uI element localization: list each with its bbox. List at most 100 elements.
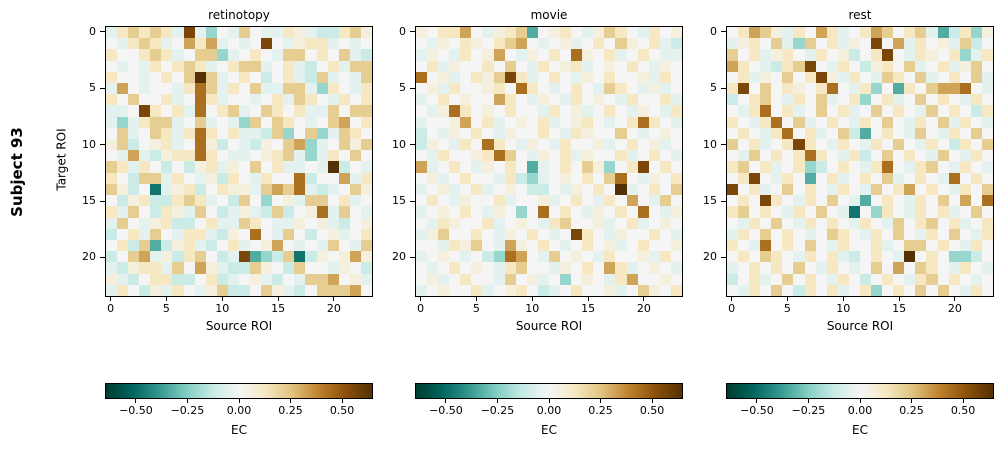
heatmap-cell [882,71,894,84]
heatmap-cell [338,284,350,296]
heatmap-cell [238,94,251,106]
heatmap-cell [449,105,461,117]
heatmap-cell [848,195,860,207]
heatmap-cell [648,83,660,95]
heatmap-cell [738,127,750,140]
heatmap-cell [183,217,195,229]
heatmap-cell [338,183,350,196]
heatmap-cell [238,195,251,207]
heatmap-cell [216,161,228,173]
heatmap-cell [648,161,660,173]
heatmap-cell [272,284,284,296]
heatmap-cell [172,262,184,274]
heatmap-cell [915,127,927,140]
heatmap-cell [937,217,949,229]
heatmap-cell [959,206,971,218]
heatmap-cell [826,83,838,95]
heatmap-cell [150,217,162,229]
heatmap-cell [826,228,838,240]
heatmap-cell [615,284,627,296]
heatmap-cell [504,83,516,95]
heatmap-cell [438,172,450,184]
heatmap-cell [871,60,883,72]
heatmap-cell [793,172,805,184]
heatmap-cell [360,284,372,296]
heatmap-cell [360,116,372,128]
heatmap-cell [571,49,583,61]
heatmap-cell [637,83,649,95]
heatmap-cell [648,38,660,50]
heatmap-cell [560,172,572,184]
heatmap-cell [948,127,960,140]
heatmap-cell [749,94,761,106]
heatmap-cell [427,183,439,196]
heatmap-cell [659,150,671,162]
heatmap-cell [826,284,838,296]
heatmap-cell [327,183,339,196]
heatmap-cell [161,127,173,140]
y-tick-label: 5 [399,81,406,95]
heatmap-cell [771,183,783,196]
heatmap-cell [504,273,516,285]
heatmap-cell [926,251,938,263]
heatmap-cell [360,251,372,263]
heatmap-cell [893,27,905,39]
heatmap-cell [815,83,827,95]
heatmap-cell [760,206,772,218]
heatmap-cell [194,183,206,196]
heatmap-cell [449,71,461,84]
heatmap-cell [859,206,872,218]
heatmap-cell [227,284,239,296]
heatmap-cell [915,38,927,50]
heatmap-cell [848,49,860,61]
heatmap-cell [915,94,927,106]
heatmap-cell [438,262,450,274]
heatmap-cell [959,83,971,95]
heatmap-cell [261,206,273,218]
heatmap-cell [449,172,461,184]
heatmap-cell [959,273,971,285]
heatmap-cell [548,284,561,296]
colorbar-tick-mark [186,399,188,403]
heatmap-cell [804,127,816,140]
heatmap-cell [727,284,739,296]
heatmap-cell [826,27,838,39]
heatmap-cell [106,94,118,106]
heatmap-cell [859,217,872,229]
heatmap-cell [272,172,284,184]
heatmap-cell [582,262,594,274]
heatmap-cell [515,105,527,117]
heatmap-cell [738,71,750,84]
heatmap-cell [826,161,838,173]
heatmap-cell [659,172,671,184]
heatmap-cell [316,60,328,72]
heatmap-cell [515,139,527,151]
heatmap-cell [161,172,173,184]
heatmap-cell [128,60,140,72]
heatmap-cell [727,228,739,240]
heatmap-cell [338,116,350,128]
heatmap-cell [227,239,239,252]
heatmap-cell [227,161,239,173]
heatmap-cell [738,262,750,274]
heatmap-cell [626,195,638,207]
heatmap-cell [937,262,949,274]
heatmap-cell [826,206,838,218]
heatmap-cell [316,161,328,173]
heatmap-cell [117,27,129,39]
heatmap-cell [826,127,838,140]
heatmap-cell [460,239,472,252]
heatmap-cell [172,38,184,50]
heatmap-cell [349,262,361,274]
heatmap-panel-rest: rest Source ROI EC 0 0 5 5 10 10 15 15 20 20 −0.50… [703,0,994,450]
y-tick-mark [100,256,105,258]
heatmap-cell [183,183,195,196]
heatmap-cell [582,206,594,218]
heatmap-cell [526,251,538,263]
x-tick-label: 5 [783,302,791,315]
heatmap-cell [194,251,206,263]
heatmap-cell [893,228,905,240]
heatmap-cell [848,206,860,218]
heatmap-cell [482,116,494,128]
heatmap-cell [161,195,173,207]
